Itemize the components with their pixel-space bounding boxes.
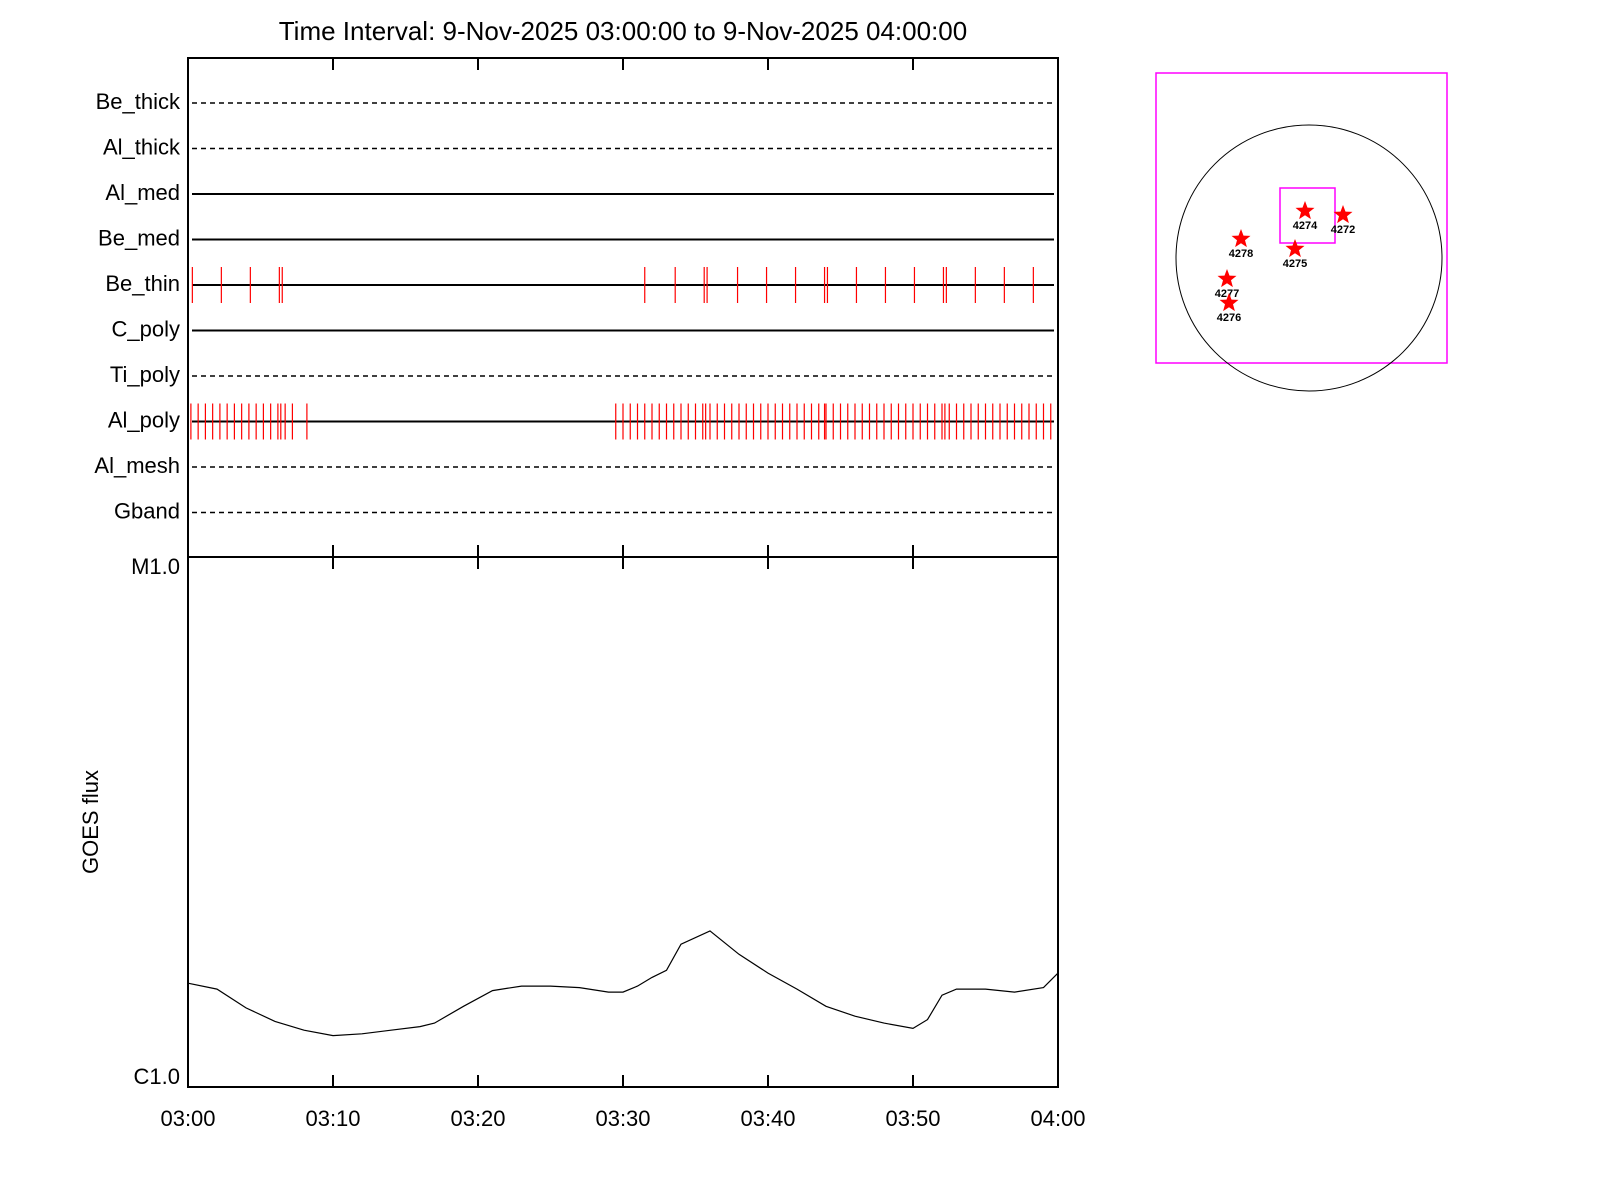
row-label: Gband	[114, 498, 180, 523]
region-star	[1285, 239, 1305, 258]
solar-disk	[1175, 124, 1443, 392]
row-label: Al_med	[105, 180, 180, 205]
region-star	[1217, 269, 1237, 288]
region-label: 4275	[1283, 258, 1307, 270]
row-label: Be_thick	[96, 89, 181, 114]
x-tick-label: 03:10	[305, 1106, 360, 1131]
row-label: Al_mesh	[94, 453, 180, 478]
map-frame	[1155, 72, 1448, 364]
row-label: Be_med	[98, 225, 180, 250]
y-axis-label: GOES flux	[78, 770, 103, 874]
region-label: 4274	[1293, 220, 1318, 232]
fov-box	[1279, 187, 1336, 244]
row-label: Al_poly	[108, 407, 180, 432]
x-tick-label: 03:30	[595, 1106, 650, 1131]
region-star	[1219, 293, 1239, 312]
goes-line	[187, 930, 1059, 1037]
region-label: 4276	[1217, 312, 1241, 324]
y-tick-label: M1.0	[131, 554, 180, 579]
chart-title: Time Interval: 9-Nov-2025 03:00:00 to 9-…	[279, 16, 967, 46]
region-label: 4277	[1215, 288, 1239, 300]
x-tick-label: 03:50	[885, 1106, 940, 1131]
row-label: Be_thin	[105, 271, 180, 296]
y-tick-label: C1.0	[134, 1064, 180, 1089]
x-tick-label: 03:40	[740, 1106, 795, 1131]
row-label: Ti_poly	[110, 362, 180, 387]
region-label: 4278	[1229, 248, 1253, 260]
row-label: Al_thick	[103, 134, 181, 159]
plot-frame	[187, 556, 1059, 1088]
region-label: 4272	[1331, 224, 1355, 236]
x-tick-label: 03:20	[450, 1106, 505, 1131]
x-tick-label: 03:00	[160, 1106, 215, 1131]
x-tick-label: 04:00	[1030, 1106, 1085, 1131]
region-star	[1231, 229, 1251, 248]
row-label: C_poly	[112, 316, 180, 341]
region-star	[1295, 201, 1315, 220]
region-star	[1333, 205, 1353, 224]
plot-frame	[187, 57, 1059, 558]
